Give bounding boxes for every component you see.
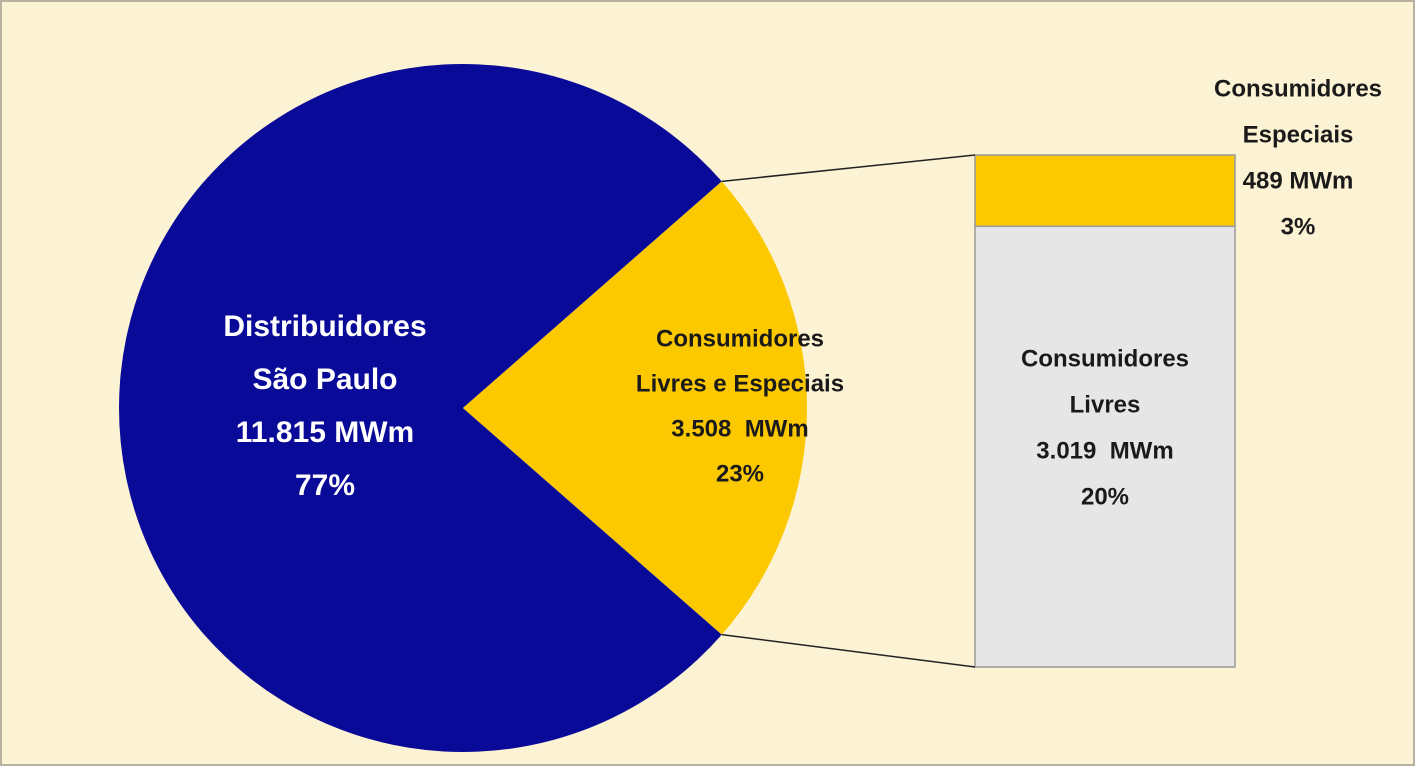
data-label: Consumidores xyxy=(656,325,824,352)
data-label: Livres e Especiais xyxy=(636,370,844,397)
bar-segment xyxy=(974,154,1236,228)
data-label: 3.508 MWm xyxy=(671,415,808,442)
connector xyxy=(721,633,976,668)
pie-slice xyxy=(463,181,807,635)
connector xyxy=(721,154,976,183)
data-label: São Paulo xyxy=(252,363,397,396)
data-label: 3% xyxy=(1281,213,1316,240)
data-label: Consumidores xyxy=(1214,75,1382,102)
data-label: 3.019 MWm xyxy=(1036,437,1173,464)
data-label: 11.815 MWm xyxy=(236,416,414,449)
data-label: 23% xyxy=(716,460,764,487)
data-label: 77% xyxy=(295,469,355,502)
data-label: Especiais xyxy=(1243,121,1354,148)
data-label: Consumidores xyxy=(1021,345,1189,372)
data-label: 20% xyxy=(1081,483,1129,510)
data-label: 489 MWm xyxy=(1243,167,1354,194)
bar-segment xyxy=(974,225,1236,668)
data-label: Livres xyxy=(1070,391,1141,418)
pie-slice xyxy=(118,63,722,753)
data-label: Distribuidores xyxy=(223,310,426,343)
